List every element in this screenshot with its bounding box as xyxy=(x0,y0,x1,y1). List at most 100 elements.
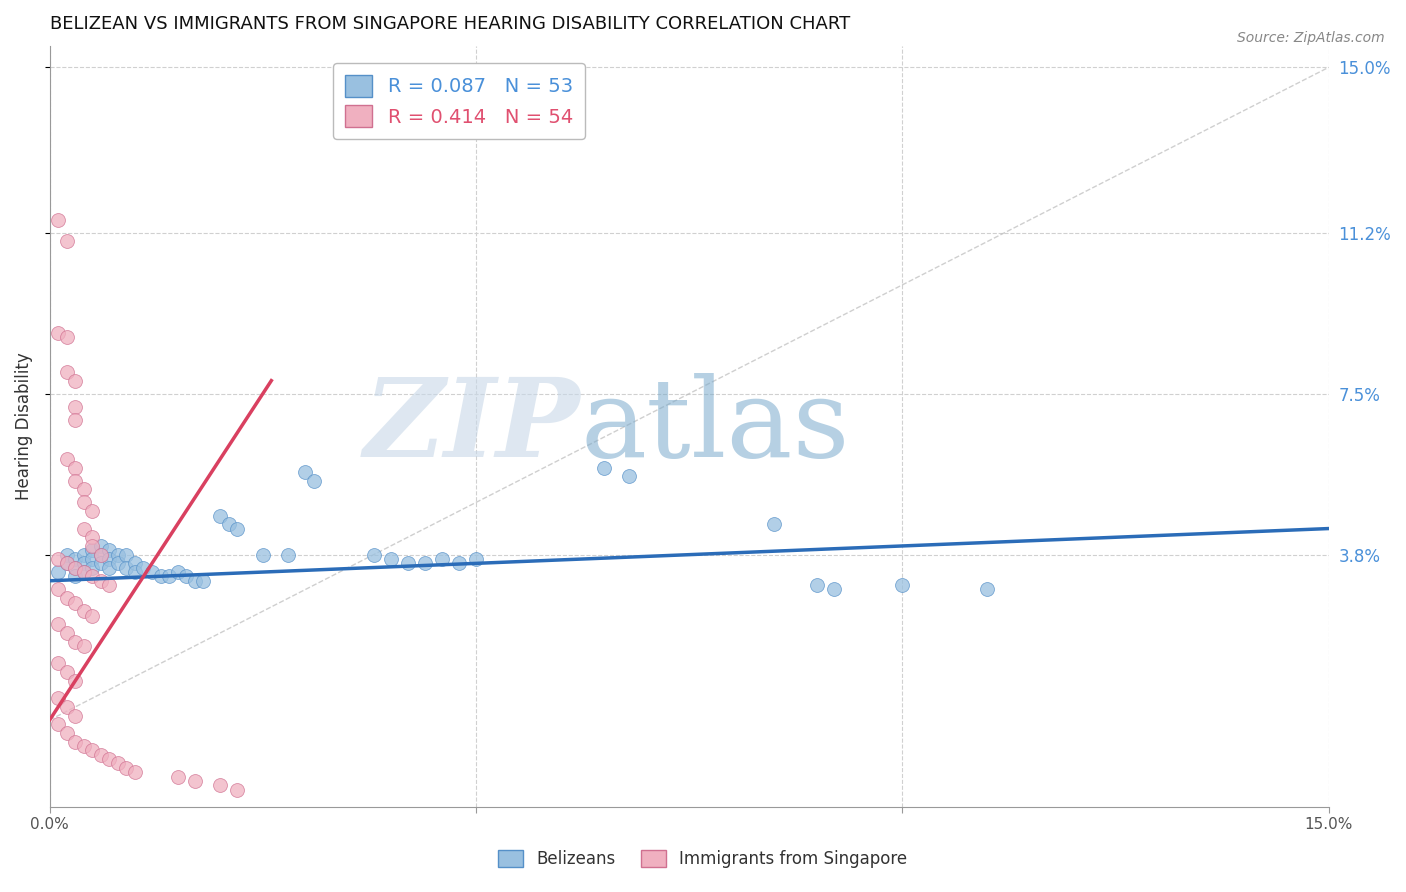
Point xyxy=(46,326,69,340)
Point xyxy=(363,548,385,562)
Text: ZIP: ZIP xyxy=(364,373,581,480)
Text: BELIZEAN VS IMMIGRANTS FROM SINGAPORE HEARING DISABILITY CORRELATION CHART: BELIZEAN VS IMMIGRANTS FROM SINGAPORE HE… xyxy=(49,15,849,33)
Point xyxy=(209,508,232,523)
Point xyxy=(55,626,77,640)
Point xyxy=(90,548,112,562)
Point xyxy=(73,565,96,579)
Point xyxy=(73,565,96,579)
Y-axis label: Hearing Disability: Hearing Disability xyxy=(15,352,32,500)
Point xyxy=(619,469,641,483)
Text: Source: ZipAtlas.com: Source: ZipAtlas.com xyxy=(1237,31,1385,45)
Point xyxy=(98,543,121,558)
Point xyxy=(98,578,121,592)
Point xyxy=(115,761,138,775)
Point xyxy=(226,782,249,797)
Point xyxy=(98,560,121,574)
Point xyxy=(65,413,87,427)
Point xyxy=(294,465,316,479)
Point xyxy=(209,778,232,792)
Point xyxy=(132,560,155,574)
Point xyxy=(65,560,87,574)
Point xyxy=(380,552,402,566)
Point xyxy=(976,582,998,597)
Point xyxy=(46,617,69,632)
Point xyxy=(65,474,87,488)
Point xyxy=(55,365,77,379)
Point xyxy=(823,582,845,597)
Point xyxy=(73,557,96,571)
Point xyxy=(115,548,138,562)
Point xyxy=(218,517,240,532)
Point xyxy=(430,552,453,566)
Point xyxy=(183,773,205,788)
Point xyxy=(65,460,87,475)
Point xyxy=(65,400,87,414)
Point xyxy=(65,569,87,583)
Point xyxy=(73,604,96,618)
Point xyxy=(55,665,77,679)
Point xyxy=(73,739,96,753)
Point xyxy=(592,460,614,475)
Point xyxy=(124,557,146,571)
Point xyxy=(396,557,419,571)
Point xyxy=(46,582,69,597)
Point xyxy=(124,765,146,780)
Point xyxy=(252,548,274,562)
Point xyxy=(90,539,112,553)
Point xyxy=(115,560,138,574)
Point xyxy=(447,557,470,571)
Point xyxy=(46,552,69,566)
Point xyxy=(82,552,104,566)
Point xyxy=(65,560,87,574)
Point xyxy=(806,578,828,592)
Point xyxy=(65,552,87,566)
Point xyxy=(73,522,96,536)
Point xyxy=(98,552,121,566)
Point xyxy=(90,747,112,762)
Point xyxy=(46,565,69,579)
Point xyxy=(183,574,205,588)
Point xyxy=(46,717,69,731)
Point xyxy=(166,565,188,579)
Point xyxy=(46,691,69,706)
Point xyxy=(65,634,87,648)
Point xyxy=(149,569,172,583)
Point xyxy=(55,726,77,740)
Point xyxy=(226,522,249,536)
Point xyxy=(107,548,129,562)
Point xyxy=(157,569,180,583)
Point xyxy=(55,591,77,606)
Point xyxy=(82,530,104,544)
Point xyxy=(82,543,104,558)
Point xyxy=(465,552,488,566)
Point xyxy=(763,517,786,532)
Point xyxy=(302,474,325,488)
Point xyxy=(82,504,104,518)
Point xyxy=(82,569,104,583)
Point xyxy=(65,595,87,609)
Point xyxy=(413,557,436,571)
Point xyxy=(46,212,69,227)
Point xyxy=(65,735,87,749)
Point xyxy=(90,574,112,588)
Point xyxy=(82,608,104,623)
Point xyxy=(65,708,87,723)
Point xyxy=(107,557,129,571)
Point xyxy=(98,752,121,766)
Point xyxy=(277,548,299,562)
Point xyxy=(90,548,112,562)
Point xyxy=(73,548,96,562)
Point xyxy=(82,539,104,553)
Point xyxy=(46,657,69,671)
Point xyxy=(82,743,104,757)
Point xyxy=(73,495,96,509)
Point xyxy=(891,578,914,592)
Point xyxy=(124,565,146,579)
Point xyxy=(141,565,163,579)
Point xyxy=(73,483,96,497)
Point xyxy=(55,452,77,467)
Point xyxy=(191,574,214,588)
Point xyxy=(55,330,77,344)
Point xyxy=(174,569,197,583)
Point xyxy=(90,557,112,571)
